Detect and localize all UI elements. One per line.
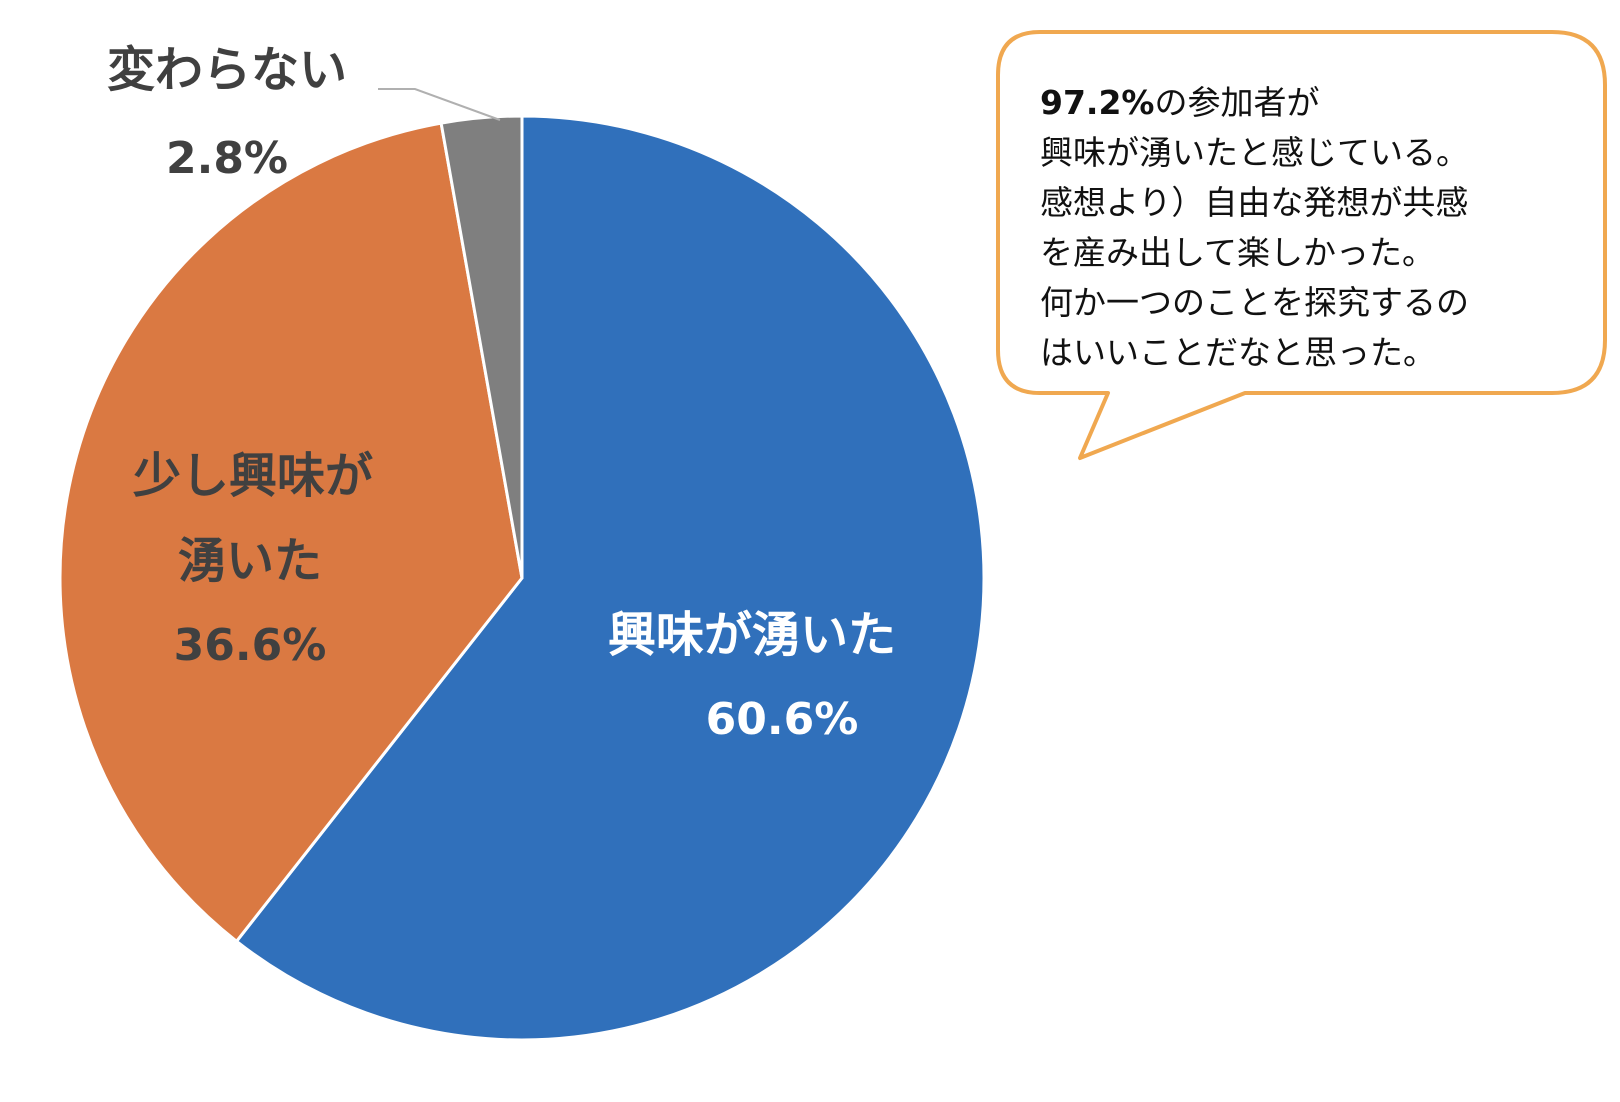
pie-slice-somewhat xyxy=(58,121,524,943)
callout-text: 97.2%の参加者が 興味が湧いたと感じている。 感想より）自由な発想が共感 を… xyxy=(1040,78,1540,378)
callout-body: 興味が湧いたと感じている。 感想より）自由な発想が共感 を産み出して楽しかった。… xyxy=(1040,133,1469,372)
pie-slice-unchanged xyxy=(439,114,524,580)
callout-headline-suffix: の参加者が xyxy=(1154,83,1320,122)
slice-percent-unchanged: 2.8% xyxy=(166,133,288,184)
leader-line xyxy=(378,88,501,121)
slice-percent-interested: 60.6% xyxy=(706,694,859,745)
slice-percent-somewhat: 36.6% xyxy=(174,620,327,671)
slice-label-unchanged: 変わらない xyxy=(107,42,347,98)
slice-label-somewhat-line2: 湧いた xyxy=(178,533,322,589)
slice-label-somewhat-line1: 少し興味が xyxy=(133,448,373,504)
callout-headline: 97.2% xyxy=(1040,83,1155,122)
slice-label-interested: 興味が湧いた xyxy=(608,607,896,663)
pie-slice-interested xyxy=(235,114,986,1042)
pie-slices xyxy=(58,114,986,1042)
